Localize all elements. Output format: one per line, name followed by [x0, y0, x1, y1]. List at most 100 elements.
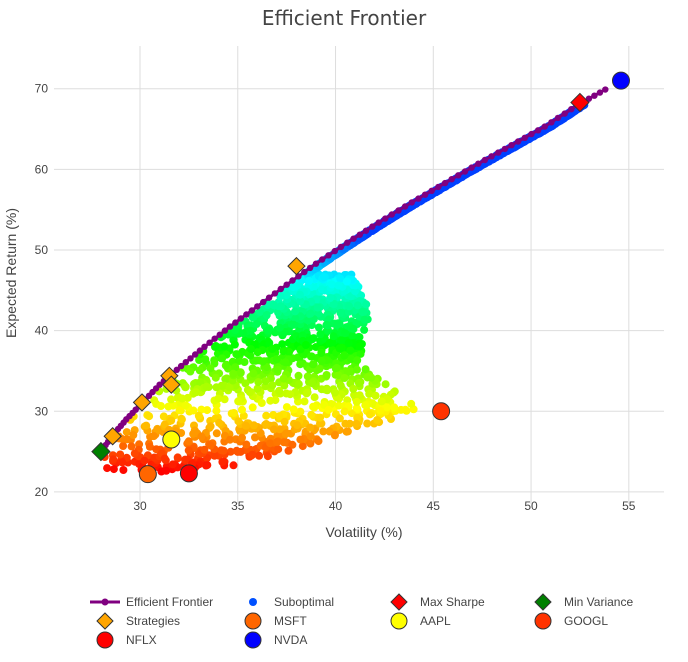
suboptimal-point [238, 433, 246, 442]
suboptimal-point [381, 380, 390, 389]
suboptimal-point [116, 450, 125, 459]
suboptimal-point [201, 355, 210, 364]
efficient-frontier-point [475, 160, 482, 167]
suboptimal-point [322, 371, 331, 379]
suboptimal-point [347, 355, 356, 363]
legend-item: NVDA [244, 631, 307, 649]
suboptimal-point [177, 414, 186, 423]
legend-label: NFLX [126, 633, 157, 647]
suboptimal-point [294, 371, 303, 380]
suboptimal-point [361, 365, 370, 374]
suboptimal-point [231, 326, 239, 335]
suboptimal-point [248, 403, 257, 412]
suboptimal-cloud [100, 100, 589, 476]
suboptimal-point [296, 345, 305, 354]
max-sharpe-marker [570, 92, 590, 113]
suboptimal-point [308, 360, 317, 369]
legend-swatch-diamond [96, 612, 114, 630]
suboptimal-point [162, 466, 171, 475]
suboptimal-point [298, 442, 307, 451]
suboptimal-point [289, 320, 298, 329]
efficient-frontier-point [495, 149, 502, 156]
y-tick-label: 40 [35, 324, 49, 338]
legend-label: AAPL [420, 614, 451, 628]
efficient-frontier-point [534, 127, 542, 134]
x-tick-label: 40 [329, 499, 343, 513]
efficient-frontier-point [201, 343, 208, 350]
suboptimal-point [335, 414, 344, 423]
suboptimal-point [314, 309, 323, 318]
suboptimal-point [232, 446, 241, 455]
suboptimal-point [306, 432, 315, 441]
suboptimal-point [270, 301, 278, 310]
suboptimal-point [218, 458, 227, 466]
suboptimal-point [323, 321, 332, 330]
suboptimal-point [215, 418, 224, 427]
suboptimal-point [122, 428, 131, 437]
legend-item: NFLX [96, 631, 157, 649]
suboptimal-point [349, 384, 358, 393]
suboptimal-point [273, 438, 281, 446]
suboptimal-point [175, 406, 184, 415]
efficient-frontier-point [289, 277, 296, 284]
suboptimal-point [236, 368, 245, 377]
efficient-frontier-point [602, 86, 609, 93]
suboptimal-point [274, 445, 283, 454]
suboptimal-point [363, 419, 372, 428]
suboptimal-point [226, 435, 234, 444]
efficient-frontier-point [455, 172, 462, 179]
suboptimal-point [184, 437, 193, 446]
suboptimal-point [263, 452, 272, 461]
suboptimal-point [212, 383, 221, 392]
suboptimal-point [153, 426, 162, 434]
strategy-marker [287, 256, 306, 276]
suboptimal-point [308, 379, 316, 388]
efficient-frontier-point [568, 106, 575, 113]
y-tick-label: 30 [35, 404, 49, 418]
asset-marker-msft [138, 465, 157, 484]
suboptimal-point [119, 442, 128, 450]
suboptimal-point [367, 373, 376, 382]
efficient-frontier-point [182, 359, 189, 366]
legend-item: Suboptimal [249, 595, 334, 609]
asset-marker-aapl [162, 430, 181, 449]
efficient-frontier-point [488, 153, 495, 160]
suboptimal-point [221, 375, 230, 384]
suboptimal-point [274, 308, 283, 317]
grid [54, 46, 664, 504]
y-tick-label: 60 [35, 162, 49, 176]
efficient-frontier-point [435, 183, 442, 191]
suboptimal-point [230, 340, 239, 349]
suboptimal-point [275, 412, 284, 421]
suboptimal-point [276, 302, 285, 311]
efficient-frontier-point [561, 110, 568, 117]
efficient-frontier-point [221, 327, 229, 334]
suboptimal-point [242, 440, 251, 449]
suboptimal-point [306, 309, 315, 318]
suboptimal-point [266, 439, 275, 448]
suboptimal-point [315, 364, 324, 373]
efficient-frontier-point [283, 281, 290, 288]
efficient-frontier-point [591, 92, 598, 99]
efficient-frontier-point [428, 187, 435, 194]
suboptimal-point [309, 402, 318, 411]
x-tick-label: 35 [231, 499, 245, 513]
legend-swatch-circle [534, 612, 552, 630]
suboptimal-point [316, 413, 325, 422]
legend-label: Min Variance [564, 595, 633, 609]
legend-label: Suboptimal [274, 595, 334, 609]
suboptimal-point [127, 442, 136, 451]
suboptimal-point [296, 297, 305, 306]
legend-item: MSFT [244, 612, 307, 630]
suboptimal-point [293, 421, 302, 430]
suboptimal-point [211, 342, 220, 350]
suboptimal-point [323, 386, 332, 395]
efficient-frontier-point [216, 331, 223, 338]
legend-item: Strategies [96, 612, 180, 630]
y-tick-label: 50 [35, 243, 49, 257]
suboptimal-point [275, 425, 284, 434]
suboptimal-point [256, 307, 265, 316]
x-axis-title: Volatility (%) [325, 524, 402, 540]
efficient-frontier-point [461, 168, 469, 175]
suboptimal-point [302, 389, 311, 398]
